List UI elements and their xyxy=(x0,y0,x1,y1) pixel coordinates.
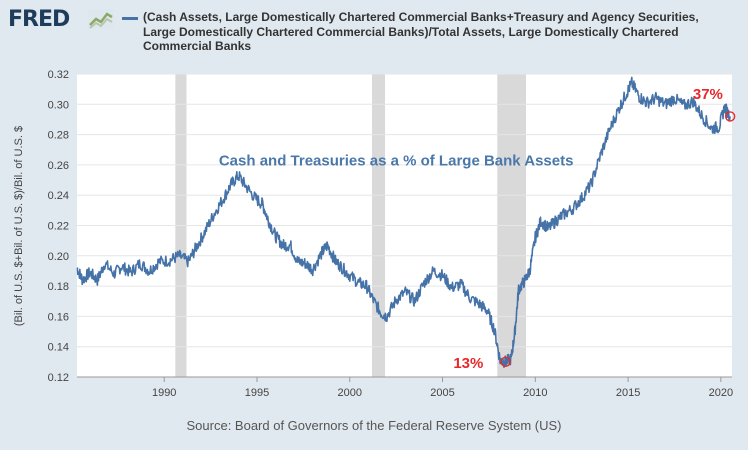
y-tick-label: 0.30 xyxy=(48,99,69,111)
fred-logo[interactable]: FRED xyxy=(8,7,70,32)
y-tick-label: 0.20 xyxy=(48,251,69,263)
y-tick-label: 0.14 xyxy=(48,342,69,354)
x-tick-label: 2000 xyxy=(338,387,362,399)
y-tick-label: 0.28 xyxy=(48,130,69,142)
series-line xyxy=(76,76,731,368)
highlight-marker xyxy=(500,356,511,368)
y-tick-label: 0.24 xyxy=(48,190,69,202)
annotations: Cash and Treasuries as a % of Large Bank… xyxy=(219,86,736,372)
legend-label: (Cash Assets, Large Domestically Charter… xyxy=(143,10,699,53)
annotation-label: Cash and Treasuries as a % of Large Bank… xyxy=(219,153,574,170)
y-tick-label: 0.26 xyxy=(48,160,69,172)
y-tick-label: 0.18 xyxy=(48,281,69,293)
x-tick-label: 2020 xyxy=(709,387,733,399)
y-tick-label: 0.32 xyxy=(48,69,69,81)
y-tick-label: 0.12 xyxy=(48,372,69,384)
x-tick-label: 1995 xyxy=(245,387,269,399)
y-tick-label: 0.16 xyxy=(48,311,69,323)
annotation-label: 13% xyxy=(453,355,483,372)
header: FRED (Cash Assets, Large Domestically Ch… xyxy=(0,0,748,62)
x-tick-label: 2005 xyxy=(430,387,454,399)
x-tick-label: 1990 xyxy=(152,387,176,399)
x-tick-label: 2015 xyxy=(616,387,640,399)
y-axis-label: (Bil. of U.S. $+Bil. of U.S. $)/Bil. of … xyxy=(13,126,25,326)
fred-chart-icon xyxy=(88,9,114,29)
source-note: Source: Board of Governors of the Federa… xyxy=(186,418,562,433)
annotation-label: 37% xyxy=(693,86,723,103)
axes: 0.12 0.14 0.16 0.18 0.20 0.22 0.24 0.26 0.28 0.30… xyxy=(48,69,734,399)
highlight-marker xyxy=(724,111,736,122)
legend-swatch xyxy=(122,17,138,20)
y-tick-label: 0.22 xyxy=(48,221,69,233)
series xyxy=(76,76,731,368)
x-tick-label: 2010 xyxy=(523,387,547,399)
